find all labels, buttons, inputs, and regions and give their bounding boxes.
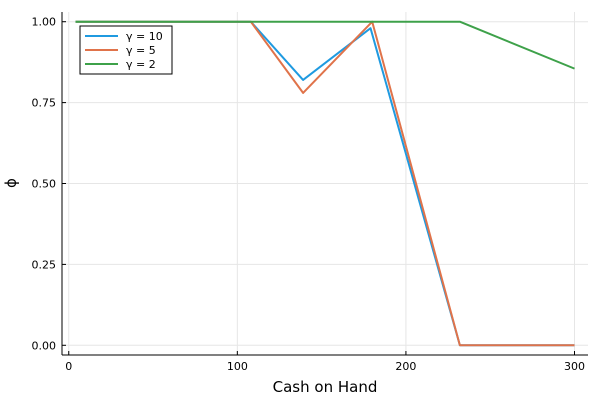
- legend: γ = 10γ = 5γ = 2: [79, 25, 173, 75]
- legend-label: γ = 10: [126, 30, 163, 43]
- series-lines: [75, 20, 575, 347]
- x-tick-label: 200: [395, 360, 416, 373]
- legend-label: γ = 5: [126, 44, 156, 57]
- x-axis-label: Cash on Hand: [273, 378, 378, 396]
- x-tick-label: 100: [227, 360, 248, 373]
- ticks: 0 100 200 300 0.00 0.25 0.50 0.75 1.00: [32, 16, 586, 373]
- series-line-3: [75, 20, 575, 70]
- y-tick-label: 0.00: [32, 339, 57, 352]
- x-tick-label: 0: [65, 360, 72, 373]
- x-tick-label: 300: [564, 360, 585, 373]
- legend-label: γ = 2: [126, 58, 156, 71]
- y-tick-label: 1.00: [32, 16, 57, 29]
- y-tick-label: 0.50: [32, 178, 57, 191]
- y-axis-label: ϕ: [2, 178, 20, 188]
- y-tick-label: 0.25: [32, 258, 57, 271]
- y-tick-label: 0.75: [32, 97, 57, 110]
